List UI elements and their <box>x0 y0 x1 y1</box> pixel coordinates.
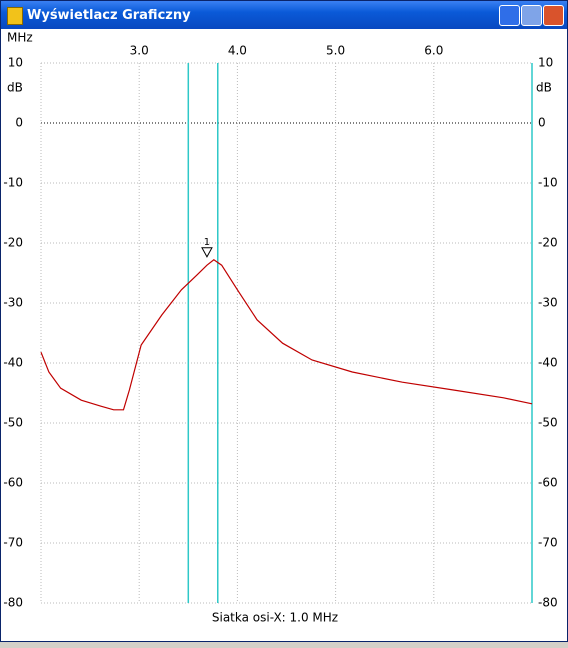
y-tick-label-right: -80 <box>538 596 558 610</box>
x-tick-label: 4.0 <box>228 44 247 58</box>
y-tick-label: -60 <box>3 476 23 490</box>
x-grid-note: Siatka osi-X: 1.0 MHz <box>212 611 338 625</box>
x-tick-label: 5.0 <box>326 44 345 58</box>
y-tick-label-right: -40 <box>538 356 558 370</box>
y-tick-label: -50 <box>3 416 23 430</box>
y-unit-right: dB <box>536 81 552 95</box>
x-tick-label: 3.0 <box>130 44 149 58</box>
y-tick-label-right: -60 <box>538 476 558 490</box>
y-tick-label-right: -10 <box>538 176 558 190</box>
y-tick-label: -80 <box>3 596 23 610</box>
x-unit: MHz <box>7 31 33 45</box>
y-unit-left: dB <box>7 81 23 95</box>
close-button[interactable] <box>543 5 564 26</box>
y-tick-label: 10 <box>8 56 23 70</box>
minimize-button[interactable] <box>499 5 520 26</box>
y-tick-label-right: -20 <box>538 236 558 250</box>
y-tick-label: -30 <box>3 296 23 310</box>
y-tick-label-right: 10 <box>538 56 553 70</box>
window-title: Wyświetlacz Graficzny <box>27 7 191 23</box>
marker-label: 1 <box>204 237 210 248</box>
x-tick-label: 6.0 <box>424 44 443 58</box>
y-tick-label-right: 0 <box>538 116 546 130</box>
y-tick-label: -70 <box>3 536 23 550</box>
y-tick-label: -40 <box>3 356 23 370</box>
y-tick-label-right: -50 <box>538 416 558 430</box>
y-tick-label: -20 <box>3 236 23 250</box>
y-tick-label-right: -70 <box>538 536 558 550</box>
app-icon <box>7 7 23 25</box>
marker <box>201 247 213 258</box>
y-tick-label: 0 <box>15 116 23 130</box>
y-tick-label-right: -30 <box>538 296 558 310</box>
maximize-button[interactable] <box>521 5 542 26</box>
title-bar: Wyświetlacz Graficzny <box>1 1 567 29</box>
y-tick-label: -10 <box>3 176 23 190</box>
chart: MHz dB dB Siatka osi-X: 1.0 MHz 10 10 0 0 -1… <box>1 29 567 639</box>
trace <box>40 259 533 411</box>
